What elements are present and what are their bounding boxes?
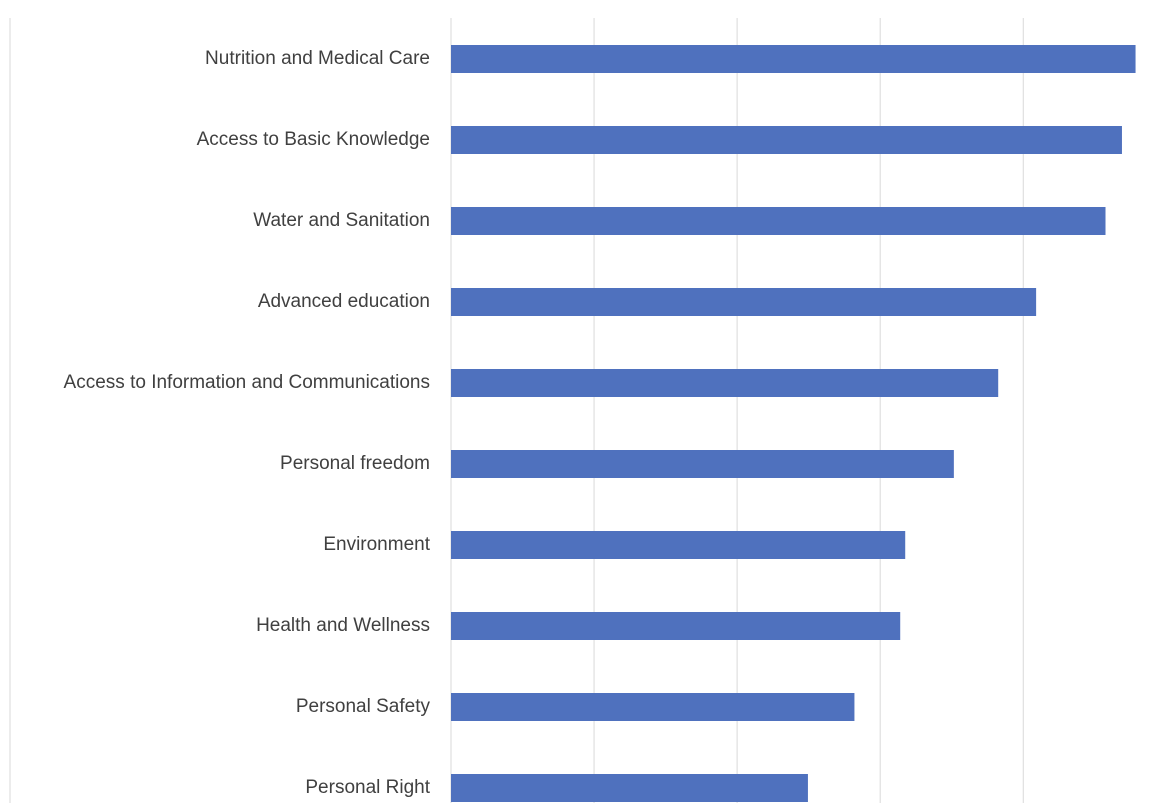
y-tick-label: Personal freedom (280, 453, 430, 474)
y-tick-label: Personal Safety (296, 696, 431, 717)
bar (451, 45, 1136, 73)
bar (451, 612, 901, 640)
bar (451, 288, 1037, 316)
y-tick-label: Access to Basic Knowledge (197, 129, 430, 150)
y-tick-label: Health and Wellness (256, 615, 430, 636)
bar (451, 450, 954, 478)
bar (451, 774, 808, 802)
bar (451, 693, 855, 721)
y-tick-label: Water and Sanitation (253, 210, 430, 231)
bar (451, 369, 999, 397)
y-tick-label: Personal Right (305, 777, 430, 798)
y-tick-label: Environment (323, 534, 430, 555)
y-tick-label: Advanced education (258, 291, 430, 312)
bar (451, 531, 906, 559)
bar (451, 126, 1122, 154)
y-tick-label: Nutrition and Medical Care (205, 48, 430, 69)
y-tick-label: Access to Information and Communications (64, 372, 430, 393)
bar (451, 207, 1106, 235)
